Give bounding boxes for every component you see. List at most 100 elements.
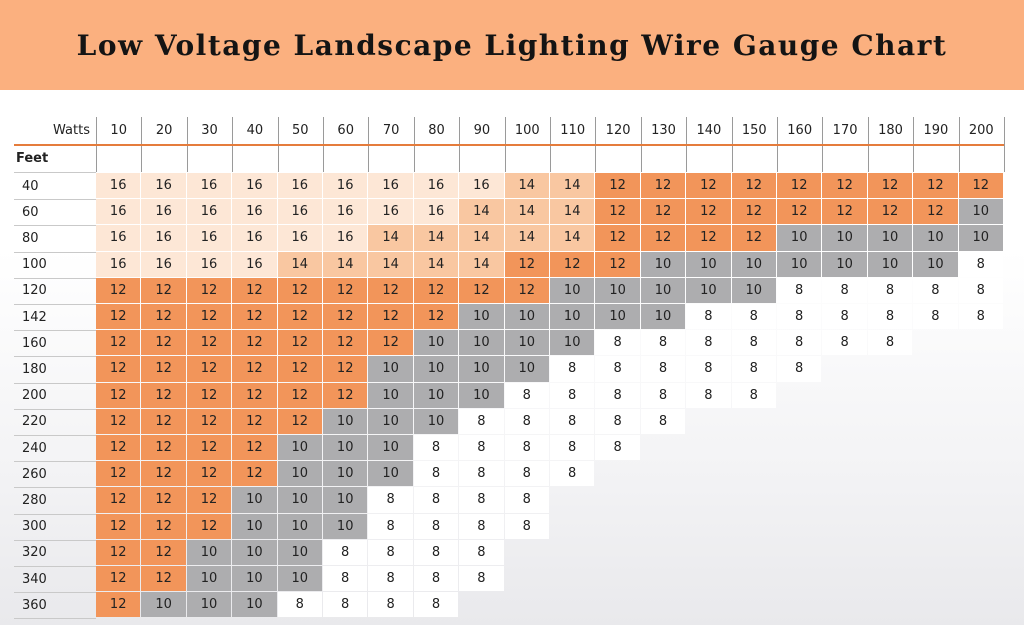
gauge-cell: 16 [96, 173, 141, 199]
gauge-cell: 8 [777, 356, 822, 382]
gauge-cell: 8 [731, 356, 776, 382]
gauge-cell: 8 [595, 382, 640, 408]
gauge-cell: 10 [323, 435, 368, 461]
gauge-cell: 12 [141, 330, 186, 356]
gauge-cell: 16 [323, 173, 368, 199]
gauge-cell: 14 [504, 199, 549, 225]
gauge-cell: 10 [777, 251, 822, 277]
gauge-cell: 8 [958, 277, 1003, 303]
gauge-cell: 12 [731, 199, 776, 225]
gauge-cell: 12 [232, 277, 277, 303]
gauge-cell: 12 [186, 408, 232, 434]
gauge-cell: 14 [459, 251, 504, 277]
gauge-cell: 8 [323, 539, 368, 565]
gauge-cell: 10 [277, 461, 322, 487]
row-separator [14, 513, 96, 515]
gauge-cell: 12 [186, 277, 232, 303]
gauge-cell: 12 [96, 435, 141, 461]
gauge-cell: 14 [368, 225, 413, 251]
gauge-cell: 16 [96, 225, 141, 251]
gauge-cell: 16 [186, 199, 232, 225]
gauge-cell: 12 [96, 539, 141, 565]
gauge-cell: 10 [413, 356, 459, 382]
gauge-cell: 12 [96, 382, 141, 408]
row-separator [14, 304, 96, 305]
gauge-cell: 10 [368, 461, 413, 487]
gauge-cell: 10 [232, 566, 277, 592]
gauge-cell: 12 [323, 356, 368, 382]
gauge-cell: 8 [777, 330, 822, 356]
gauge-cell: 12 [232, 304, 277, 330]
gauge-cell: 10 [323, 461, 368, 487]
row-separator [14, 461, 96, 463]
gauge-cell: 10 [232, 487, 277, 513]
gauge-cell: 8 [323, 592, 368, 618]
watts-header-90: 90 [473, 123, 491, 138]
gauge-cell: 12 [141, 382, 186, 408]
gauge-cell: 10 [186, 566, 232, 592]
gauge-cell: 8 [459, 487, 504, 513]
gauge-cell: 12 [232, 382, 277, 408]
gauge-cell: 12 [323, 304, 368, 330]
gauge-cell: 14 [368, 251, 413, 277]
gauge-cell: 10 [413, 382, 459, 408]
gauge-cell: 8 [822, 330, 867, 356]
gauge-cell: 12 [368, 330, 413, 356]
watts-header-200: 200 [968, 123, 994, 138]
gauge-cell: 8 [595, 435, 640, 461]
gauge-cell: 12 [277, 408, 322, 434]
gauge-cell: 10 [777, 225, 822, 251]
row-separator [14, 487, 96, 489]
gauge-cell: 8 [550, 356, 595, 382]
gauge-cell: 12 [867, 199, 913, 225]
watts-header-100: 100 [514, 123, 540, 138]
gauge-cell: 10 [731, 251, 776, 277]
gauge-cell: 12 [186, 461, 232, 487]
gauge-cell: 12 [96, 356, 141, 382]
gauge-cell: 14 [323, 251, 368, 277]
gauge-cell: 8 [459, 435, 504, 461]
gauge-cell: 12 [504, 251, 549, 277]
gauge-cell: 12 [686, 173, 731, 199]
gauge-cell: 8 [640, 408, 686, 434]
gauge-cell: 14 [459, 225, 504, 251]
gauge-cell: 10 [958, 199, 1003, 225]
gauge-cell: 8 [504, 435, 549, 461]
gauge-cell: 10 [550, 304, 595, 330]
watts-header-10: 10 [110, 123, 127, 138]
gauge-cell: 12 [822, 173, 867, 199]
gauge-cell: 16 [277, 199, 322, 225]
gauge-cell: 10 [867, 251, 913, 277]
header-underline [14, 144, 1004, 146]
gauge-cell: 12 [96, 277, 141, 303]
gauge-cell: 8 [504, 382, 549, 408]
gauge-cell: 10 [550, 277, 595, 303]
gauge-cell: 16 [186, 225, 232, 251]
gauge-cell: 8 [867, 330, 913, 356]
gauge-cell: 16 [277, 173, 322, 199]
gauge-cell: 10 [822, 251, 867, 277]
gauge-cell: 10 [323, 408, 368, 434]
gauge-cell: 10 [686, 277, 731, 303]
gauge-cell: 8 [413, 513, 459, 539]
gauge-cell: 16 [141, 199, 186, 225]
row-separator [14, 408, 96, 410]
gauge-cell: 10 [640, 304, 686, 330]
gauge-cell: 10 [913, 225, 958, 251]
gauge-cell: 12 [323, 277, 368, 303]
feet-label-220: 220 [22, 414, 47, 430]
gauge-cell: 10 [413, 330, 459, 356]
gauge-cell: 8 [368, 539, 413, 565]
gauge-cell: 8 [504, 408, 549, 434]
gauge-cell: 12 [141, 539, 186, 565]
gauge-cell: 10 [822, 225, 867, 251]
gauge-cell: 8 [595, 330, 640, 356]
gauge-cell: 10 [459, 382, 504, 408]
gauge-cell: 8 [368, 592, 413, 618]
gauge-cell: 16 [186, 251, 232, 277]
gauge-cell: 8 [595, 356, 640, 382]
gauge-cell: 12 [958, 173, 1003, 199]
gauge-cell: 12 [232, 330, 277, 356]
gauge-cell: 16 [141, 225, 186, 251]
